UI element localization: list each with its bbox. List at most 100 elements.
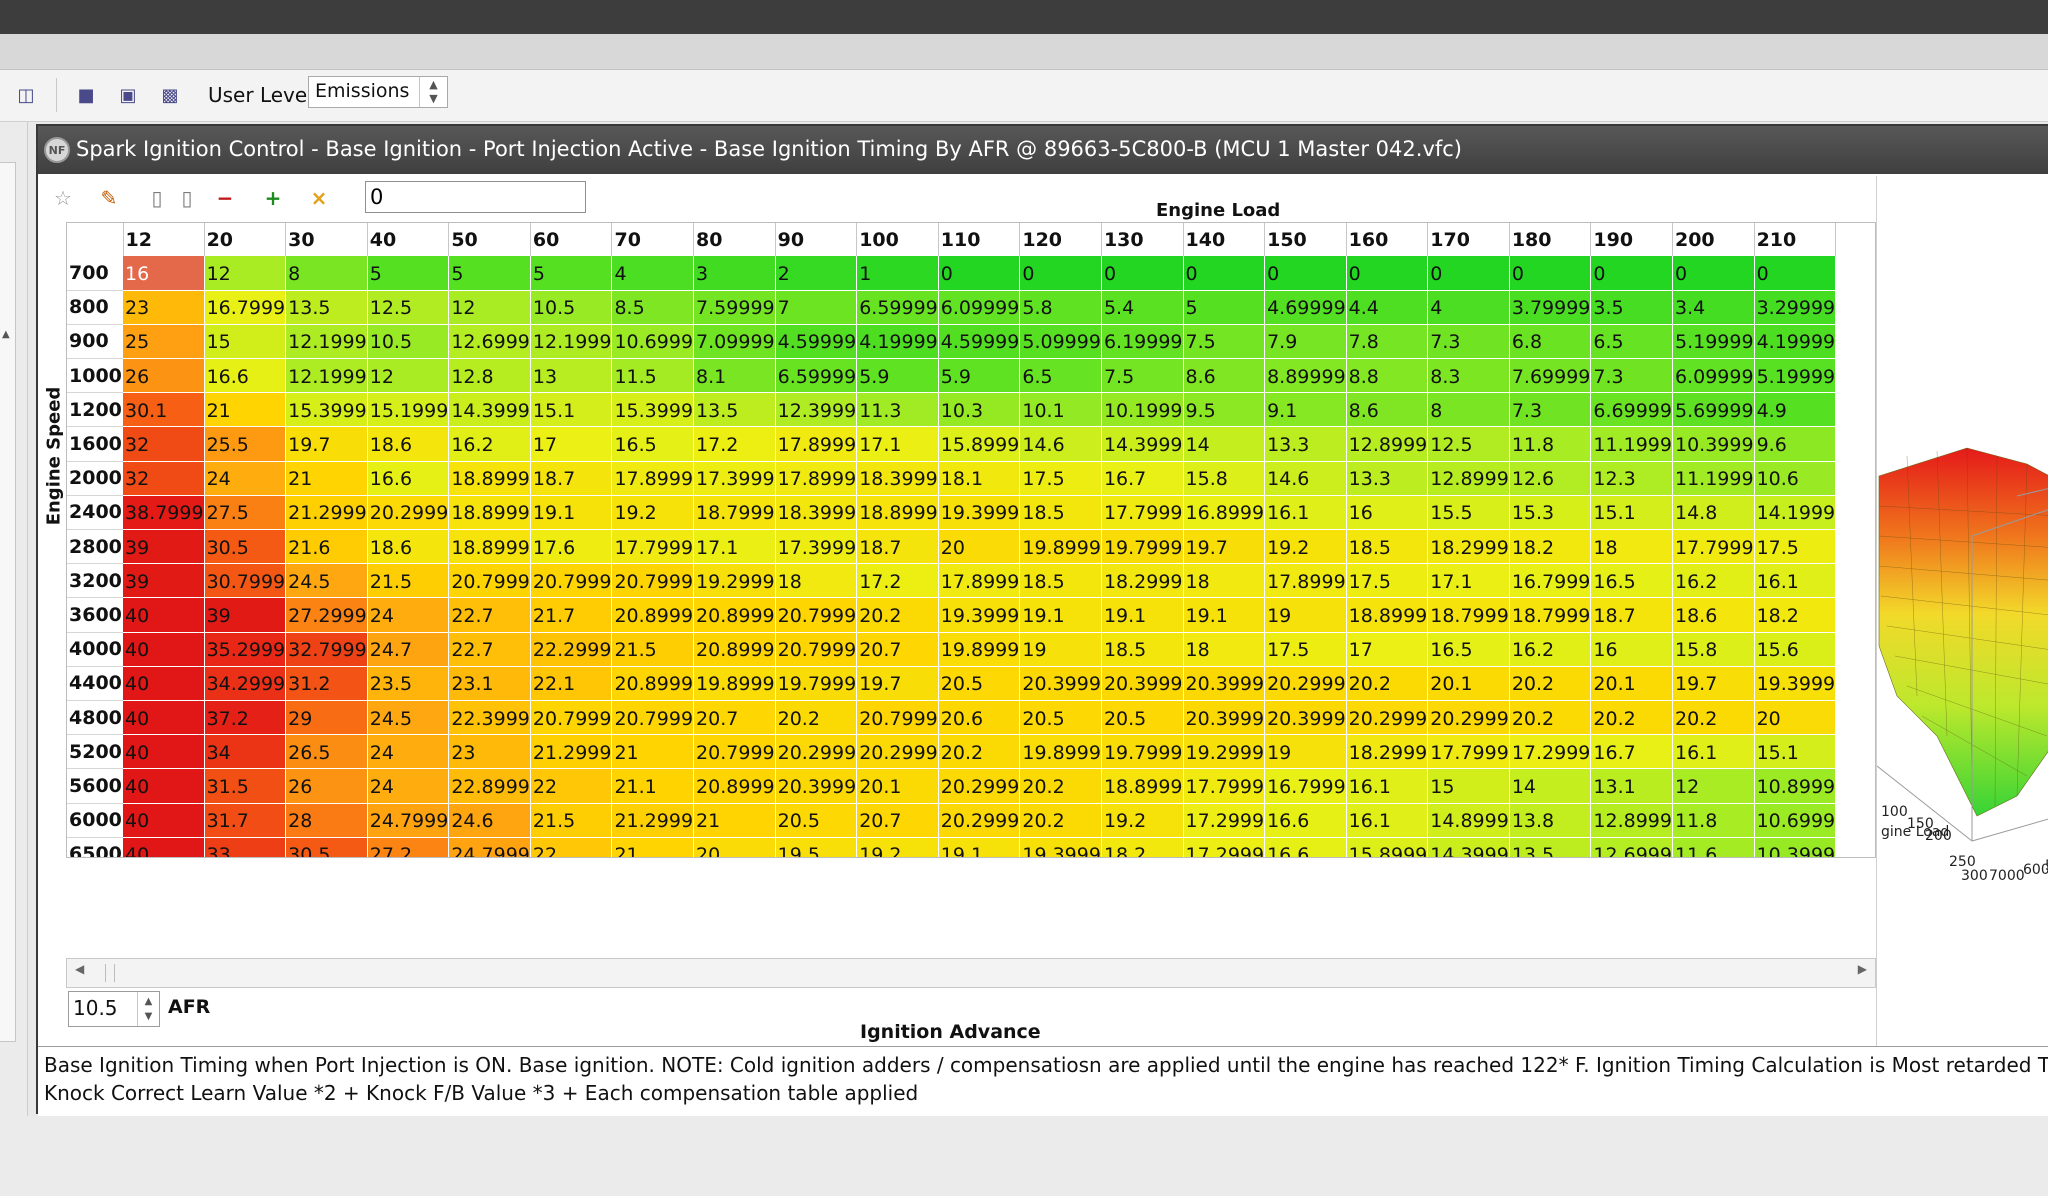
table-cell[interactable]: 13.5 [285, 290, 368, 325]
table-cell[interactable]: 40 [123, 632, 205, 667]
table-cell[interactable]: 22.2999 [530, 632, 613, 667]
table-cell[interactable]: 18.2 [1509, 529, 1592, 565]
table-cell[interactable]: 10.6999 [611, 324, 695, 360]
table-cell[interactable]: 22.7 [448, 632, 531, 667]
column-header[interactable]: 190 [1590, 223, 1673, 256]
table-cell[interactable]: 10.6 [1754, 461, 1837, 496]
table-cell[interactable]: 21.5 [367, 563, 450, 599]
table-cell[interactable]: 11.5 [611, 358, 695, 394]
column-header[interactable]: 80 [693, 223, 776, 256]
table-cell[interactable]: 32.7999 [285, 632, 368, 667]
table-cell[interactable]: 5 [367, 256, 450, 291]
table-cell[interactable]: 7.3 [1509, 392, 1592, 428]
table-cell[interactable]: 32 [123, 461, 205, 496]
table-cell[interactable]: 20.8999 [693, 632, 776, 667]
table-cell[interactable]: 12 [448, 290, 531, 325]
table-cell[interactable]: 12.5 [1427, 426, 1510, 462]
table-cell[interactable]: 16.7999 [204, 290, 287, 325]
column-header[interactable]: 70 [611, 223, 695, 256]
table-cell[interactable]: 0 [1183, 256, 1266, 291]
table-cell[interactable]: 18.8999 [448, 495, 531, 531]
table-cell[interactable]: 18.5 [1346, 529, 1429, 565]
table-cell[interactable]: 40 [123, 597, 205, 633]
table-cell[interactable]: 12 [204, 256, 287, 291]
table-cell[interactable]: 21 [611, 734, 695, 770]
table-cell[interactable]: 5 [448, 256, 531, 291]
table-cell[interactable]: 16.1 [1346, 803, 1429, 838]
panel-toggle-icon[interactable]: ◫ [17, 84, 35, 106]
table-cell[interactable]: 21.2999 [285, 495, 368, 531]
table-cell[interactable]: 6.8 [1509, 324, 1592, 360]
table-cell[interactable]: 17.6 [530, 529, 613, 565]
table-cell[interactable]: 3.5 [1590, 290, 1673, 325]
table-cell[interactable]: 18.2999 [1427, 529, 1510, 565]
table-cell[interactable]: 17.5 [1346, 563, 1429, 599]
table-cell[interactable]: 4.59999 [775, 324, 858, 360]
table-cell[interactable]: 18.7 [530, 461, 613, 496]
table-cell[interactable]: 16 [1590, 632, 1673, 667]
table-cell[interactable]: 18.2 [1101, 837, 1184, 857]
table-cell[interactable]: 30.5 [285, 837, 368, 857]
table-cell[interactable]: 21.6 [285, 529, 368, 565]
table-cell[interactable]: 18.7999 [1427, 597, 1510, 633]
table-cell[interactable]: 19.7999 [1101, 734, 1184, 770]
table-cell[interactable]: 20.2999 [938, 768, 1021, 804]
table-cell[interactable]: 4.19999 [856, 324, 939, 360]
table-cell[interactable]: 7.8 [1346, 324, 1429, 360]
table-cell[interactable]: 20.7999 [693, 734, 776, 770]
table-cell[interactable]: 39 [123, 529, 205, 565]
table-cell[interactable]: 31.2 [285, 666, 368, 701]
table-cell[interactable]: 20.3999 [775, 768, 858, 804]
table-cell[interactable]: 13.1 [1590, 768, 1673, 804]
table-cell[interactable]: 18.8999 [1346, 597, 1429, 633]
table-cell[interactable]: 16.6 [1264, 803, 1347, 838]
table-cell[interactable]: 6.09999 [1672, 358, 1755, 394]
column-header[interactable]: 180 [1509, 223, 1592, 256]
table-cell[interactable]: 20.7999 [775, 632, 858, 667]
table-cell[interactable]: 23 [448, 734, 531, 770]
table-cell[interactable]: 4.59999 [938, 324, 1021, 360]
column-header[interactable]: 12 [123, 223, 205, 256]
table-cell[interactable]: 0 [1754, 256, 1837, 291]
table-cell[interactable]: 7.5 [1101, 358, 1184, 394]
table-cell[interactable]: 20.2 [938, 734, 1021, 770]
table-cell[interactable]: 12.1999 [285, 358, 368, 394]
table-cell[interactable]: 12.8999 [1590, 803, 1673, 838]
table-cell[interactable]: 19.7 [1672, 666, 1755, 701]
table-cell[interactable]: 5.4 [1101, 290, 1184, 325]
table-cell[interactable]: 0 [1509, 256, 1592, 291]
table-cell[interactable]: 19.7 [285, 426, 368, 462]
table-cell[interactable]: 11.8 [1672, 803, 1755, 838]
table-cell[interactable]: 2 [775, 256, 858, 291]
table-cell[interactable]: 15.6 [1754, 632, 1837, 667]
table-cell[interactable]: 17 [1346, 632, 1429, 667]
column-header[interactable]: 120 [1019, 223, 1102, 256]
table-cell[interactable]: 25.5 [204, 426, 287, 462]
table-cell[interactable]: 16.6 [1264, 837, 1347, 857]
table-cell[interactable]: 17.7999 [1101, 495, 1184, 531]
table-cell[interactable]: 20.2 [775, 700, 858, 736]
table-cell[interactable]: 16.5 [1427, 632, 1510, 667]
row-header[interactable]: 5200 [67, 734, 123, 770]
table-cell[interactable]: 20.8999 [611, 666, 695, 701]
table-cell[interactable]: 28 [285, 803, 368, 838]
table-cell[interactable]: 18.8999 [1101, 768, 1184, 804]
table-cell[interactable]: 16.7 [1590, 734, 1673, 770]
row-header[interactable]: 900 [67, 324, 123, 360]
table-cell[interactable]: 27.2 [367, 837, 450, 857]
table-cell[interactable]: 20.7999 [856, 700, 939, 736]
table-cell[interactable]: 20.8999 [693, 768, 776, 804]
table-cell[interactable]: 23.1 [448, 666, 531, 701]
table-cell[interactable]: 20.2999 [367, 495, 450, 531]
table-cell[interactable]: 38.7999 [123, 495, 205, 531]
table-cell[interactable]: 14 [1509, 768, 1592, 804]
table-cell[interactable]: 18.2999 [1346, 734, 1429, 770]
row-header[interactable]: 700 [67, 256, 123, 291]
table-cell[interactable]: 18.7999 [1509, 597, 1592, 633]
table-cell[interactable]: 12 [1672, 768, 1755, 804]
table-cell[interactable]: 19 [1264, 734, 1347, 770]
table-cell[interactable]: 12 [367, 358, 450, 394]
table-cell[interactable]: 17.2999 [1183, 803, 1266, 838]
surface-graph-3d[interactable]: 100 150 200 250 300 7000 6000 500 gine L… [1876, 176, 2048, 1046]
table-cell[interactable]: 20.5 [1101, 700, 1184, 736]
